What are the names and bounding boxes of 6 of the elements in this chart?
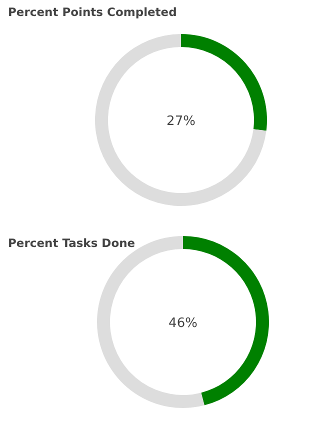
donut-slice xyxy=(97,236,204,408)
text: 27% xyxy=(166,114,196,129)
chart-title: Percent Tasks Done xyxy=(8,236,136,250)
donut-slice xyxy=(95,34,266,206)
chart-title: Percent Points Completed xyxy=(8,5,177,19)
text: 46% xyxy=(168,316,198,331)
